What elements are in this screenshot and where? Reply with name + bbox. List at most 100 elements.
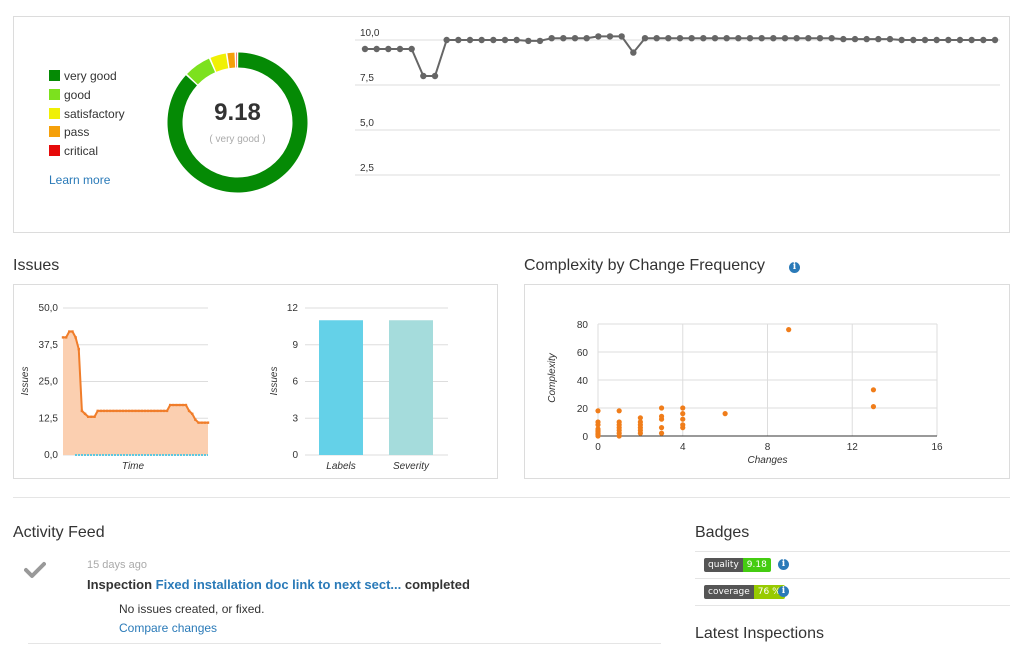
issues-point [90,415,93,418]
issues-bar-chart: 12 9 6 3 0 Labels Severity Issues [269,303,448,472]
quality-point [793,35,800,42]
quality-point [828,35,835,42]
quality-point [466,36,474,44]
activity-title: Activity Feed [13,524,105,541]
issues-point [109,409,112,413]
donut-critical [236,52,237,68]
compare-changes-link[interactable]: Compare changes [119,621,218,635]
coverage-badge[interactable]: coverage 76 % [704,585,785,599]
issues-point [64,336,68,339]
quality-point [513,36,520,44]
x-tick-label: Labels [326,461,355,472]
quality-point [723,35,730,42]
quality-point [653,35,660,42]
issues-point [178,403,181,407]
quality-point [443,36,450,44]
info-icon[interactable]: i [778,559,789,570]
issues-point [127,409,131,413]
activity-time: 15 days ago [87,559,147,571]
x-tick-label: 12 [847,442,859,453]
quality-point [898,36,905,44]
quality-point [583,35,590,42]
info-icon[interactable]: i [789,262,800,273]
quality-point [665,35,672,42]
info-icon[interactable]: i [778,586,789,597]
issues-point [197,421,200,424]
issues-area [63,331,208,455]
bar-labels [319,320,363,455]
quality-point [595,33,602,40]
quality-point [560,35,567,42]
y-tick-label: 37,5 [39,340,59,351]
quality-point [571,35,579,42]
quality-point [781,35,789,42]
divider [695,605,1010,606]
quality-point [431,72,439,80]
issues-area-chart: 50,0 37,5 25,0 12,5 0,0 Time Issues [20,303,210,472]
y-tick-label: 9 [292,340,298,351]
quality-point [991,36,999,44]
quality-point [886,35,894,43]
quality-point [408,45,415,53]
donut-good [187,58,216,85]
issues-point [153,409,156,413]
inspection-link[interactable]: Fixed installation doc link to next sect… [155,577,402,592]
quality-point [490,36,497,44]
issues-point [175,403,178,407]
y-tick-label: 60 [577,348,589,359]
scatter-point [595,426,601,432]
y-tick-label: 2,5 [360,163,374,174]
quality-badge[interactable]: quality 9.18 [704,558,771,572]
scatter-point [616,419,622,425]
y-tick-label: 40 [577,376,589,387]
quality-point [630,49,637,56]
quality-point [956,36,964,44]
issues-point [105,409,109,413]
legend-swatch [49,108,60,119]
issues-point [150,409,153,413]
quality-point [606,33,614,40]
quality-point [968,36,975,44]
quality-point [875,35,882,43]
latest-inspections-title: Latest Inspections [695,625,824,642]
complexity-title: Complexity by Change Frequency [524,257,766,274]
scatter-point [786,327,792,333]
quality-trend-chart: 10,0 7,5 5,0 2,5 [355,28,1000,176]
x-tick-label: 4 [680,442,686,453]
learn-more-link[interactable]: Learn more [49,173,111,187]
quality-point [420,72,427,80]
y-tick-label: 3 [292,413,298,424]
legend-swatch [49,70,60,81]
issues-point [74,336,77,339]
issues-point [159,409,162,413]
issues-point [80,409,84,413]
issues-point [194,418,197,421]
issues-point [77,347,80,351]
legend-swatch [49,126,60,137]
issues-point [203,421,207,424]
legend-very-good: very good [49,70,117,84]
scatter-point [658,405,665,411]
legend-swatch [49,89,60,100]
y-tick-label: 0 [582,432,588,443]
quality-point [711,35,719,42]
issues-point [140,409,144,413]
quality-point [373,45,380,53]
issues-point [165,409,169,413]
quality-point [746,35,754,42]
issues-point [206,421,210,424]
scatter-point [870,404,877,410]
divider [695,551,1010,552]
scatter-point [595,408,601,414]
quality-rating: ( very good ) [209,134,266,145]
divider [13,497,1010,498]
issues-point [156,409,159,413]
issues-point [118,409,121,413]
scatter-point [680,411,686,417]
issues-point [131,409,134,413]
x-tick-label: 0 [595,442,601,453]
legend-swatch [49,145,60,156]
quality-point [863,35,870,43]
issues-point [99,409,103,413]
activity-detail: No issues created, or fixed. [119,602,265,616]
